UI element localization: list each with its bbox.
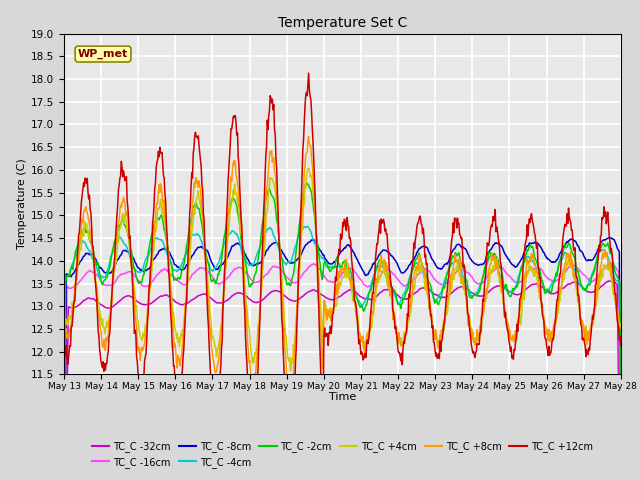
Text: WP_met: WP_met: [78, 49, 128, 59]
X-axis label: Time: Time: [329, 393, 356, 402]
Legend: TC_C -32cm, TC_C -16cm, TC_C -8cm, TC_C -4cm, TC_C -2cm, TC_C +4cm, TC_C +8cm, T: TC_C -32cm, TC_C -16cm, TC_C -8cm, TC_C …: [88, 437, 596, 472]
Y-axis label: Temperature (C): Temperature (C): [17, 158, 27, 250]
Title: Temperature Set C: Temperature Set C: [278, 16, 407, 30]
